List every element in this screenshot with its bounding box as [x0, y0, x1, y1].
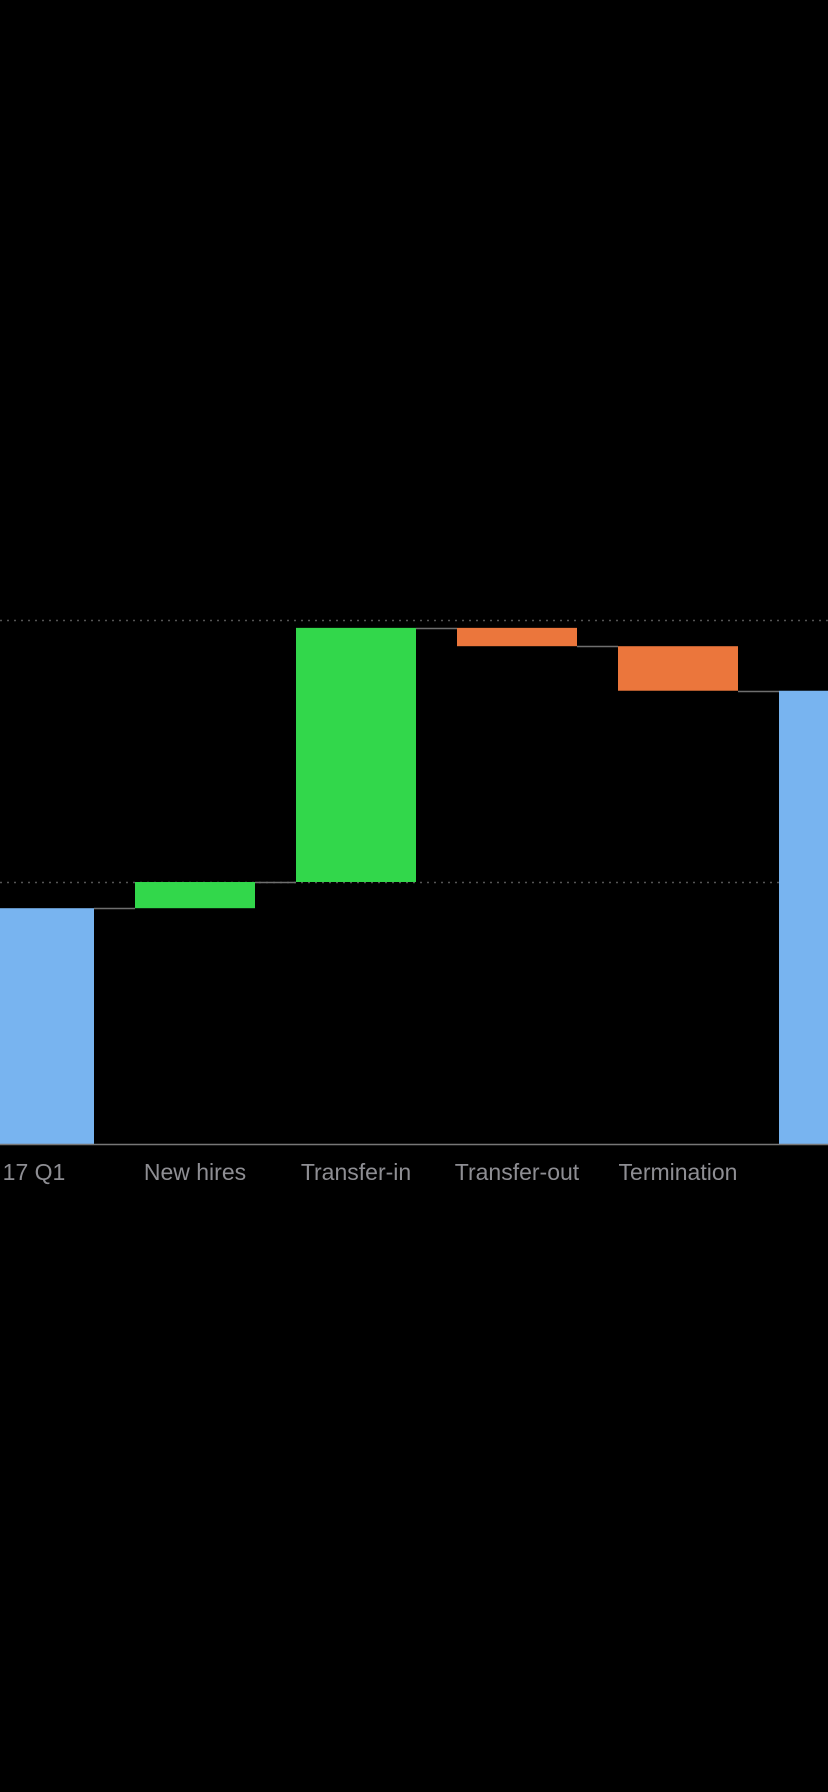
tick-label-18: 18: [826, 1159, 828, 1185]
tick-label-new-hires: New hires: [144, 1159, 246, 1185]
tick-label-17-q1: 17 Q1: [3, 1159, 66, 1185]
bar-transfer-out: [457, 627, 577, 647]
bar-18: [779, 690, 828, 1144]
tick-label-transfer-in: Transfer-in: [301, 1159, 411, 1185]
bar-termination: [618, 646, 738, 691]
bar-new-hires: [135, 882, 255, 909]
tick-label-transfer-out: Transfer-out: [455, 1159, 580, 1185]
tick-label-termination: Termination: [619, 1159, 738, 1185]
bar-transfer-in: [296, 627, 416, 882]
bar-17-q1: [0, 908, 94, 1144]
